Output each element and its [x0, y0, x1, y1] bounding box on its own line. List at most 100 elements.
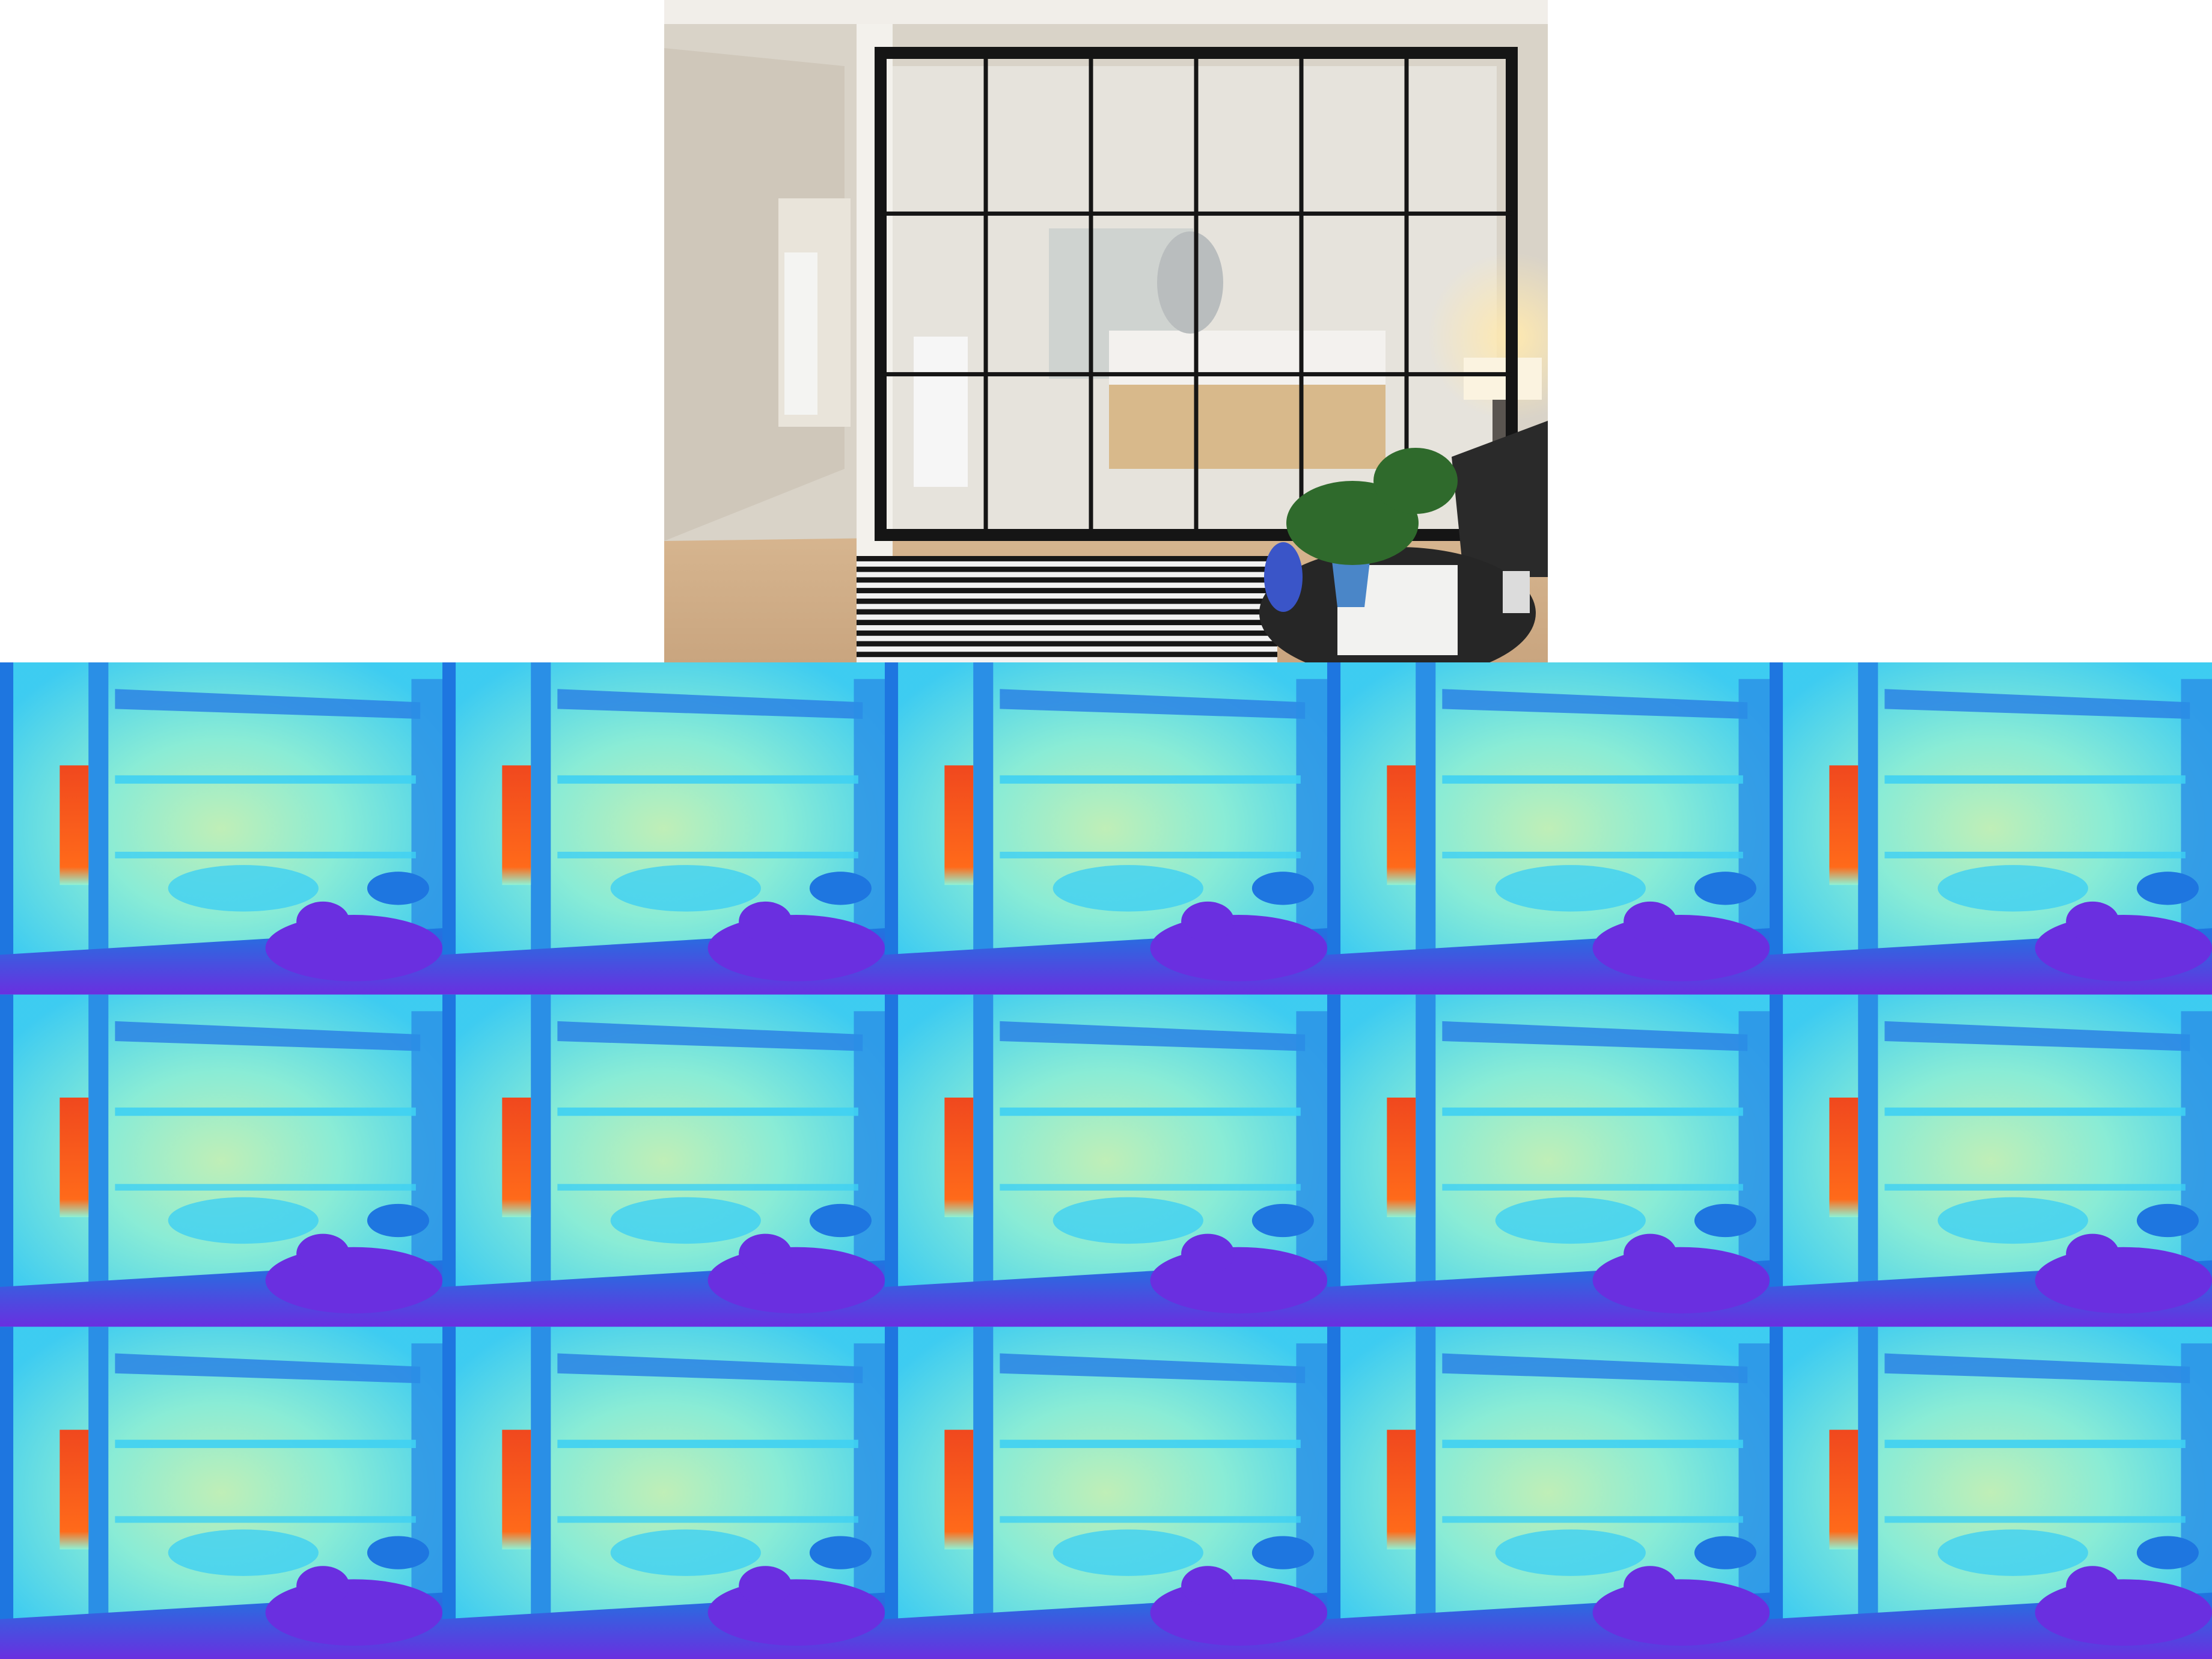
rug-stripe — [857, 620, 1277, 626]
frame-transom-depth — [1442, 1107, 1743, 1116]
table-depth — [707, 1579, 885, 1646]
ceiling-beam — [115, 689, 421, 719]
frame-transom-depth — [1884, 852, 2186, 859]
partition-column — [1416, 662, 1436, 955]
plant-leaves-depth — [809, 872, 872, 905]
left-edge — [1327, 994, 1341, 1327]
depth-map-tile — [1327, 662, 1770, 995]
table-depth — [707, 915, 885, 982]
striped-rug — [857, 556, 1277, 662]
frame-transom-depth — [557, 1107, 858, 1116]
right-wall — [1738, 679, 1770, 962]
plant-leaves-depth — [2136, 1203, 2199, 1238]
partition-column — [1858, 994, 1878, 1288]
partition-column — [1858, 1327, 1878, 1619]
depth-map-tile — [442, 1327, 885, 1659]
right-wall — [854, 1011, 885, 1294]
frame-transom-depth — [115, 1516, 416, 1523]
table-depth — [2035, 915, 2212, 982]
plant-leaves-depth — [809, 1203, 872, 1238]
ceiling-beam — [1442, 689, 1748, 719]
bed-depth — [168, 865, 319, 912]
partition-column — [973, 662, 994, 955]
partition-column — [973, 994, 994, 1288]
plant-leaves-depth — [367, 1536, 429, 1569]
rug-stripe — [857, 652, 1277, 658]
frame-transom-depth — [1884, 1516, 2186, 1523]
bed-depth — [1053, 1197, 1203, 1244]
plant-leaves-depth — [1251, 1203, 1314, 1238]
right-wall — [1738, 1011, 1770, 1294]
rug-stripe — [857, 598, 1277, 604]
blue-vase — [1264, 542, 1303, 612]
left-edge — [0, 1327, 14, 1659]
ceiling — [664, 0, 1548, 24]
frame-transom-depth — [1884, 1440, 2186, 1449]
plant-leaves-depth — [1694, 1203, 1756, 1238]
frame-transom-depth — [557, 852, 858, 859]
depth-map-tile — [1770, 994, 2212, 1327]
plant-leaves-depth — [1251, 872, 1314, 905]
right-wall — [1296, 1343, 1327, 1626]
room-photo — [664, 0, 1548, 662]
right-wall — [1738, 1343, 1770, 1626]
bed-depth — [1937, 1197, 2088, 1244]
ceiling-beam — [557, 1353, 863, 1384]
doorway-depth — [1829, 765, 1859, 885]
depth-map-tile — [442, 662, 885, 995]
rug-stripe — [857, 630, 1277, 636]
left-edge — [0, 662, 14, 995]
plant-pot — [1331, 556, 1370, 607]
ceiling-beam — [1442, 1353, 1748, 1384]
frame-transom-depth — [115, 1184, 416, 1191]
doorway-depth — [60, 1429, 89, 1550]
partition-column — [973, 1327, 994, 1619]
plant-leaves-depth — [809, 1536, 872, 1569]
plant-depth — [1624, 1566, 1677, 1606]
plant-depth — [1181, 1233, 1235, 1274]
left-edge — [885, 994, 899, 1327]
plant-depth — [739, 1233, 792, 1274]
plant-depth — [2066, 1566, 2119, 1606]
right-wall — [1296, 679, 1327, 962]
depth-map-tile — [1770, 662, 2212, 995]
left-edge — [442, 994, 456, 1327]
frame-transom-depth — [1000, 1107, 1301, 1116]
right-wall — [2181, 1343, 2212, 1626]
left-edge — [0, 994, 14, 1327]
plant-depth — [296, 901, 350, 942]
frame-transom-depth — [115, 1107, 416, 1116]
table-depth — [265, 1579, 442, 1646]
left-edge — [885, 662, 899, 995]
right-wall — [411, 1011, 442, 1294]
frame-transom-depth — [1000, 1516, 1301, 1523]
doorway-depth — [944, 1097, 974, 1217]
doorway-depth — [1387, 1097, 1416, 1217]
plant-leaves-depth — [367, 1203, 429, 1238]
frame-transom-depth — [1442, 1516, 1743, 1523]
plant-depth — [1181, 901, 1235, 942]
nightstand — [914, 337, 968, 487]
partition-column — [88, 662, 109, 955]
partition-column — [88, 1327, 109, 1619]
bed-frame — [1109, 385, 1386, 469]
partition-column — [1416, 994, 1436, 1288]
depth-map-tile — [0, 1327, 442, 1659]
plant-depth — [296, 1566, 350, 1606]
doorway-depth — [944, 765, 974, 885]
right-wall — [854, 679, 885, 962]
doorway-depth — [944, 1429, 974, 1550]
partition-column — [531, 994, 551, 1288]
rug-stripe — [857, 609, 1277, 615]
table-depth — [1592, 1247, 1770, 1314]
ceiling-beam — [115, 1353, 421, 1384]
depth-map-tile — [885, 662, 1327, 995]
plant-leaves-depth — [2136, 872, 2199, 905]
frame-transom-depth — [115, 775, 416, 784]
plant-leaves-depth — [1694, 1536, 1756, 1569]
plant-depth — [2066, 1233, 2119, 1274]
bed-depth — [1937, 1529, 2088, 1576]
table-depth — [1592, 915, 1770, 982]
left-edge — [1327, 1327, 1341, 1659]
partition-column — [1858, 662, 1878, 955]
